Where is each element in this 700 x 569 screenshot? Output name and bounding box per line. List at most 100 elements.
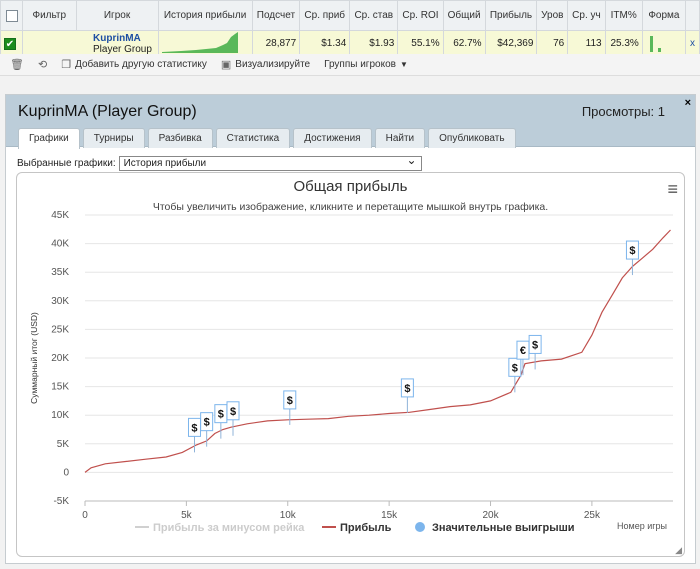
profit-sparkline <box>161 32 238 53</box>
total-cell: 62.7% <box>442 30 486 57</box>
big-win-flag[interactable] <box>283 390 297 410</box>
legend-label: Значительные выигрыши <box>432 522 575 534</box>
tab-publish[interactable]: Опубликовать <box>428 128 516 148</box>
marker-layer: $ $$ $$$$€ $$ <box>187 240 639 453</box>
y-tick-label: 0 <box>63 467 69 478</box>
tab-tournaments[interactable]: Турниры <box>82 128 145 148</box>
header-itm[interactable]: ITM% <box>604 0 643 31</box>
x-tick-label: 0 <box>82 510 88 521</box>
big-win-marker[interactable]: $ <box>400 378 414 413</box>
copy-icon: ❐ <box>61 59 72 71</box>
big-win-marker[interactable]: $ <box>200 412 214 447</box>
tick-layer: -5K 0 5K 10K 15K 20K 25K 30K 35K 40K 45K 0 5k 10k 15k 2… <box>51 210 601 521</box>
visualize-button[interactable]: ▣ Визуализируйте <box>221 58 310 71</box>
legend-label: Прибыль за минусом рейка <box>153 522 305 534</box>
big-win-symbol: $ <box>204 417 210 429</box>
header-total[interactable]: Общий <box>442 0 486 31</box>
big-win-flag[interactable] <box>625 240 639 260</box>
resize-handle-icon[interactable]: ◢ <box>675 545 682 555</box>
chart-title: Общая прибыль <box>293 178 408 195</box>
chart-select-label: Выбранные графики: <box>17 158 116 169</box>
header-avg-roi[interactable]: Ср. ROI <box>397 0 444 31</box>
player-cell[interactable]: KuprinMA Player Group <box>22 30 159 57</box>
tab-find[interactable]: Найти <box>374 128 426 148</box>
profit-chart[interactable]: -5K 0 5K 10K 15K 20K 25K 30K 35K 40K 45K 0 5k 10k 15k 2… <box>17 173 684 556</box>
stats-table: Фильтр Игрок История прибыли Подсчет Ср.… <box>0 0 700 57</box>
x-axis-label: Номер игры <box>617 521 667 531</box>
big-win-flag[interactable] <box>400 378 414 398</box>
chart-select-row: Выбранные графики: История прибыли <box>17 154 422 171</box>
chart-container[interactable]: Общая прибыль Чтобы увеличить изображени… <box>16 172 685 557</box>
big-win-marker[interactable]: $ <box>214 404 228 439</box>
big-win-symbol: $ <box>629 245 635 257</box>
header-avg-stake[interactable]: Ср. став <box>349 0 399 31</box>
player-groups-button[interactable]: Группы игроков ▼ <box>324 59 408 70</box>
big-win-symbol: € <box>520 345 526 357</box>
header-select-all[interactable] <box>0 0 23 31</box>
count-cell: 28,877 <box>251 30 301 57</box>
y-tick-label: 5K <box>57 439 70 450</box>
row-select-cell[interactable]: ✔ <box>0 30 23 57</box>
panel-tabs: Графики Турниры Разбивка Статистика Дост… <box>18 128 516 149</box>
big-win-flag[interactable] <box>528 334 542 354</box>
level-cell: 76 <box>536 30 569 57</box>
header-profit-history[interactable]: История прибыли <box>157 0 253 31</box>
big-win-marker[interactable]: $ <box>187 417 201 453</box>
big-win-symbol: $ <box>191 422 197 434</box>
form-bars <box>649 36 661 52</box>
legend-item[interactable]: Значительные выигрыши <box>415 522 575 534</box>
y-tick-label: 30K <box>51 296 69 307</box>
y-tick-label: 20K <box>51 353 69 364</box>
remove-row-cell[interactable]: x <box>685 30 700 57</box>
big-win-marker[interactable]: $ <box>625 240 639 276</box>
big-win-symbol: $ <box>404 383 410 395</box>
legend-layer[interactable]: Прибыль за минусом рейка Прибыль Значитель… <box>135 522 575 534</box>
legend-item[interactable]: Прибыль <box>322 522 392 534</box>
hamburger-menu-icon[interactable]: ≡ <box>667 179 678 199</box>
remove-row-icon[interactable]: x <box>690 38 695 49</box>
select-all-checkbox[interactable] <box>5 9 18 22</box>
player-panel: KuprinMA (Player Group) Просмотры: 1 × Г… <box>5 94 696 564</box>
header-form[interactable]: Форма <box>641 0 687 31</box>
big-win-flag[interactable] <box>200 412 214 432</box>
big-win-flag[interactable] <box>508 357 522 377</box>
x-tick-label: 15k <box>381 510 398 521</box>
chart-select[interactable]: История прибыли <box>118 154 422 171</box>
tab-breakdown[interactable]: Разбивка <box>147 128 213 148</box>
y-axis-label: Суммарный итог (USD) <box>29 312 39 404</box>
tab-achievements[interactable]: Достижения <box>293 128 372 148</box>
y-tick-label: -5K <box>53 496 69 507</box>
header-profit[interactable]: Прибыль <box>484 0 538 31</box>
row-checkbox[interactable]: ✔ <box>4 37 16 50</box>
tab-statistics[interactable]: Статистика <box>215 128 291 148</box>
close-icon[interactable]: × <box>684 97 691 109</box>
avg-roi-cell: 55.1% <box>397 30 444 57</box>
big-win-marker[interactable]: $ <box>283 390 297 425</box>
y-tick-label: 35K <box>51 267 69 278</box>
table-row[interactable]: ✔ KuprinMA Player Group 28,877 $1.34 $1.… <box>0 30 700 57</box>
legend-item[interactable]: Прибыль за минусом рейка <box>135 522 305 534</box>
form-cell <box>641 30 687 57</box>
views-count: Просмотры: 1 <box>581 104 665 119</box>
add-stats-label: Добавить другую статистику <box>75 59 207 70</box>
player-name-link[interactable]: KuprinMA <box>93 32 141 44</box>
header-avg-entries[interactable]: Ср. уч <box>567 0 606 31</box>
header-count[interactable]: Подсчет <box>251 0 301 31</box>
header-filter[interactable]: Фильтр <box>22 0 77 31</box>
stats-toolbar: 🗑 ⟲ ❐ Добавить другую статистику ▣ Визуали… <box>0 54 700 76</box>
itm-cell: 25.3% <box>604 30 643 57</box>
big-win-flag[interactable] <box>226 401 240 421</box>
big-win-marker[interactable]: $ <box>226 401 240 436</box>
header-level[interactable]: Уров <box>536 0 569 31</box>
big-win-marker[interactable]: $ <box>528 334 542 370</box>
add-stats-button[interactable]: ❐ Добавить другую статистику <box>61 58 207 71</box>
trash-icon[interactable]: 🗑 <box>10 59 24 71</box>
tab-charts[interactable]: Графики <box>18 128 80 149</box>
header-player[interactable]: Игрок <box>75 0 159 31</box>
big-win-marker[interactable]: $ <box>508 357 522 393</box>
header-avg-profit[interactable]: Ср. приб <box>299 0 351 31</box>
refresh-icon[interactable]: ⟲ <box>37 59 48 71</box>
x-tick-label: 25k <box>584 510 601 521</box>
big-win-marker[interactable]: € <box>516 340 530 376</box>
big-win-symbol: $ <box>532 339 538 351</box>
